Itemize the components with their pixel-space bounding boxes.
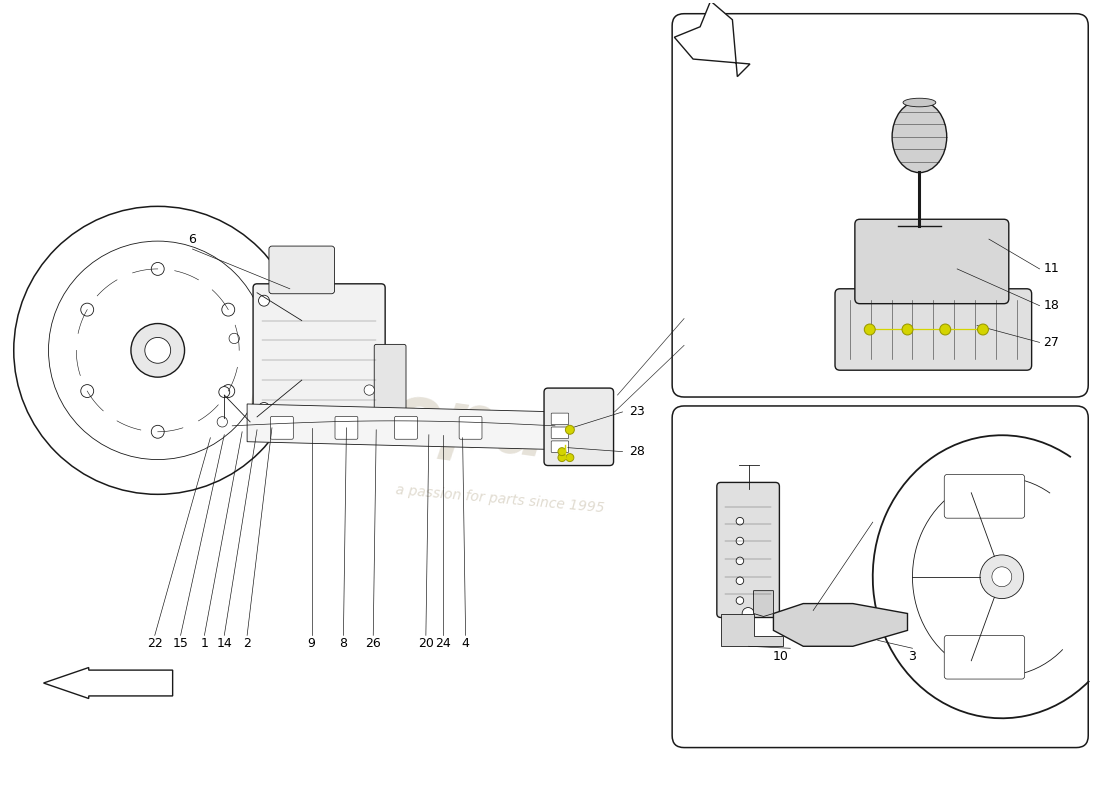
- Text: 28: 28: [629, 445, 646, 458]
- Text: 11: 11: [1044, 262, 1059, 275]
- Circle shape: [558, 448, 565, 456]
- Text: 18: 18: [1044, 299, 1059, 312]
- Text: 8: 8: [340, 637, 348, 650]
- FancyBboxPatch shape: [271, 416, 294, 439]
- Circle shape: [992, 567, 1012, 586]
- Circle shape: [736, 597, 744, 604]
- Circle shape: [736, 557, 744, 565]
- FancyBboxPatch shape: [374, 344, 406, 410]
- Text: 1: 1: [200, 637, 208, 650]
- FancyBboxPatch shape: [551, 427, 569, 438]
- Text: 10: 10: [772, 650, 789, 662]
- Circle shape: [145, 338, 170, 363]
- Circle shape: [80, 303, 94, 316]
- Circle shape: [152, 262, 164, 275]
- Circle shape: [902, 324, 913, 335]
- FancyBboxPatch shape: [717, 482, 780, 618]
- Text: 9: 9: [308, 637, 316, 650]
- FancyBboxPatch shape: [855, 219, 1009, 304]
- Circle shape: [222, 385, 234, 398]
- Text: 3: 3: [909, 650, 916, 662]
- Text: 27: 27: [1044, 336, 1059, 349]
- Circle shape: [736, 518, 744, 525]
- Circle shape: [217, 417, 228, 427]
- Polygon shape: [773, 603, 908, 646]
- Circle shape: [736, 577, 744, 585]
- Text: europas: europas: [243, 359, 598, 481]
- FancyBboxPatch shape: [835, 289, 1032, 370]
- Text: 26: 26: [365, 637, 381, 650]
- FancyBboxPatch shape: [253, 284, 385, 426]
- Circle shape: [80, 385, 94, 398]
- Text: 2: 2: [243, 637, 251, 650]
- Text: 4: 4: [462, 637, 470, 650]
- Circle shape: [258, 295, 270, 306]
- Ellipse shape: [903, 98, 936, 107]
- Circle shape: [558, 454, 565, 462]
- Circle shape: [978, 324, 989, 335]
- Circle shape: [364, 385, 374, 395]
- Circle shape: [565, 454, 574, 462]
- Text: 14: 14: [217, 637, 232, 650]
- Circle shape: [865, 324, 876, 335]
- FancyBboxPatch shape: [551, 441, 569, 453]
- Circle shape: [736, 538, 744, 545]
- FancyBboxPatch shape: [944, 635, 1025, 679]
- Circle shape: [131, 323, 185, 377]
- Text: 6: 6: [188, 233, 197, 246]
- Polygon shape: [248, 404, 560, 450]
- Text: a passion for parts since 1995: a passion for parts since 1995: [395, 483, 605, 515]
- Polygon shape: [674, 1, 750, 77]
- Circle shape: [222, 303, 234, 316]
- Text: 23: 23: [629, 406, 646, 418]
- FancyBboxPatch shape: [672, 406, 1088, 747]
- Text: 20: 20: [418, 637, 433, 650]
- FancyBboxPatch shape: [672, 14, 1088, 397]
- Polygon shape: [720, 614, 783, 646]
- Polygon shape: [44, 667, 173, 698]
- FancyBboxPatch shape: [336, 416, 358, 439]
- Ellipse shape: [892, 101, 947, 173]
- FancyBboxPatch shape: [944, 474, 1025, 518]
- FancyBboxPatch shape: [551, 413, 569, 425]
- Circle shape: [980, 555, 1024, 598]
- Circle shape: [258, 402, 270, 414]
- Text: 24: 24: [434, 637, 451, 650]
- Text: 22: 22: [147, 637, 163, 650]
- FancyBboxPatch shape: [395, 416, 417, 439]
- FancyBboxPatch shape: [544, 388, 614, 466]
- FancyBboxPatch shape: [270, 246, 334, 294]
- Circle shape: [939, 324, 950, 335]
- FancyBboxPatch shape: [459, 416, 482, 439]
- Polygon shape: [754, 590, 773, 617]
- Circle shape: [219, 386, 230, 398]
- Circle shape: [742, 607, 755, 619]
- Circle shape: [565, 426, 574, 434]
- Text: 15: 15: [173, 637, 188, 650]
- Circle shape: [229, 334, 240, 343]
- Circle shape: [152, 426, 164, 438]
